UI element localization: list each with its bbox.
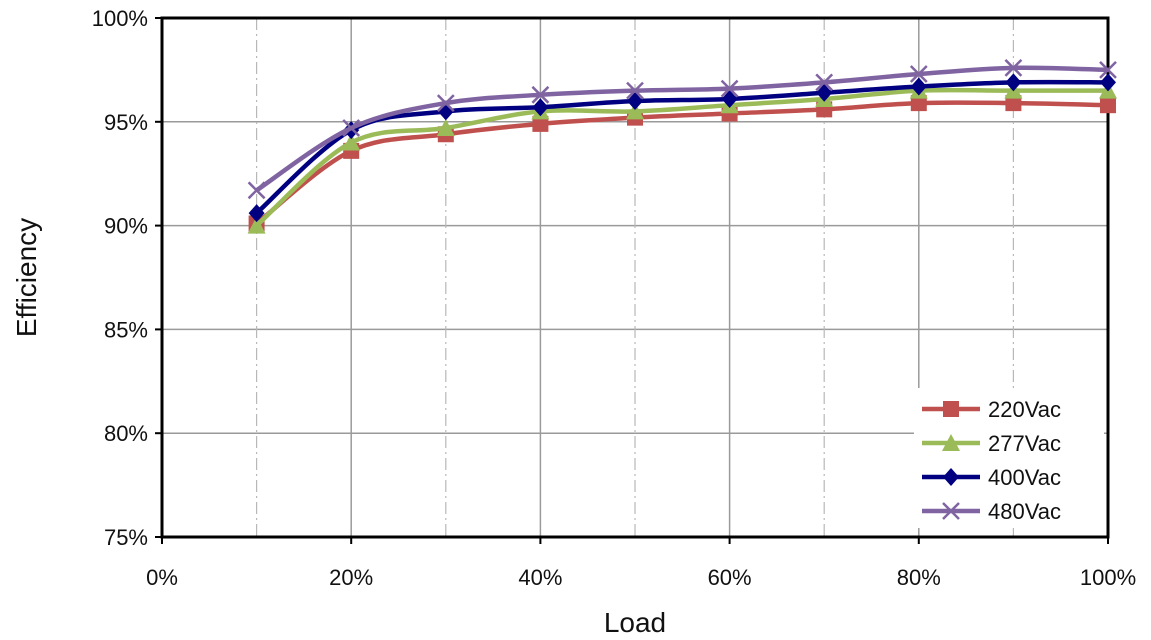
series-line-220vac [257, 103, 1108, 224]
x-tick-label: 100% [1080, 565, 1136, 590]
y-tick-label: 75% [104, 525, 148, 550]
series-480vac [249, 60, 1116, 198]
x-axis-title: Load [604, 607, 666, 638]
x-tick-label: 20% [329, 565, 373, 590]
data-point-220vac [1100, 97, 1116, 113]
x-axis-ticks: 0% 20% 40% 60% 80% 100% [146, 537, 1136, 590]
series-group [248, 60, 1117, 234]
y-tick-label: 95% [104, 110, 148, 135]
y-tick-label: 100% [92, 6, 148, 31]
y-tick-label: 90% [104, 214, 148, 239]
y-axis-ticks: 75% 80% 85% 90% 95% 100% [92, 6, 162, 550]
series-400vac [249, 73, 1116, 222]
x-tick-label: 0% [146, 565, 178, 590]
series-line-480vac [257, 68, 1108, 191]
legend-marker [943, 401, 959, 417]
legend-label: 400Vac [988, 465, 1061, 490]
legend: 220Vac 277Vac 400Vac 480Vac [914, 388, 1104, 528]
y-axis-title: Efficiency [11, 218, 42, 337]
x-tick-label: 80% [897, 565, 941, 590]
legend-label: 277Vac [988, 431, 1061, 456]
legend-label: 220Vac [988, 397, 1061, 422]
legend-label: 480Vac [988, 499, 1061, 524]
y-tick-label: 85% [104, 317, 148, 342]
x-tick-label: 60% [708, 565, 752, 590]
y-tick-label: 80% [104, 421, 148, 446]
x-tick-label: 40% [518, 565, 562, 590]
series-line-277vac [257, 90, 1108, 226]
